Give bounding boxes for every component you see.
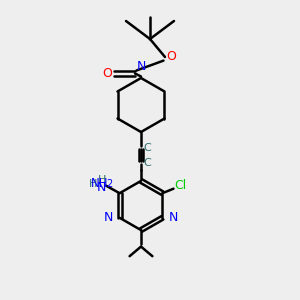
Text: N: N [136,60,146,73]
Text: Cl: Cl [174,179,187,192]
Text: N: N [97,181,106,194]
Text: C: C [144,142,152,153]
Text: O: O [167,50,176,64]
Text: O: O [103,67,112,80]
Text: 2: 2 [106,179,113,189]
Text: NH: NH [91,177,109,190]
Text: N: N [169,211,178,224]
Text: H: H [98,175,106,185]
Text: N: N [103,211,113,224]
Text: H: H [88,179,97,189]
Text: C: C [144,158,152,168]
